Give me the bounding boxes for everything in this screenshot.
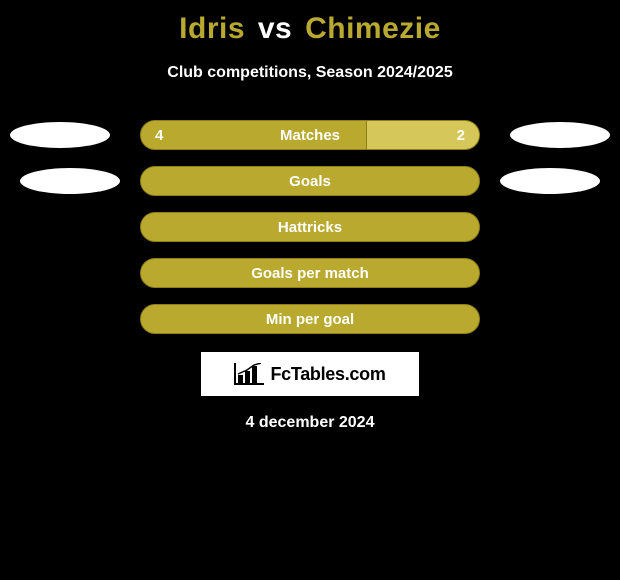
bar-goals: Goals <box>140 166 480 196</box>
stat-row-goals: Goals <box>0 166 620 196</box>
page-title: Idris vs Chimezie <box>0 12 620 46</box>
bar-hattricks: Hattricks <box>140 212 480 242</box>
bar-goals-per-match: Goals per match <box>140 258 480 288</box>
player-a-name: Idris <box>179 12 245 45</box>
bar-track: Min per goal <box>140 304 480 334</box>
subtitle: Club competitions, Season 2024/2025 <box>0 64 620 82</box>
date-line: 4 december 2024 <box>0 414 620 432</box>
logo-inner: FcTables.com <box>234 363 385 385</box>
bar-track: Goals <box>140 166 480 196</box>
bar-track: Matches42 <box>140 120 480 150</box>
stat-row-matches: Matches42 <box>0 120 620 150</box>
bar-chart-icon <box>234 363 264 385</box>
bar-value-left: 4 <box>155 121 163 149</box>
player-a-icon <box>20 168 120 194</box>
stat-row-min-per-goal: Min per goal <box>0 304 620 334</box>
player-b-icon <box>510 122 610 148</box>
bar-min-per-goal: Min per goal <box>140 304 480 334</box>
bar-matches: Matches42 <box>140 120 480 150</box>
player-b-name: Chimezie <box>305 12 441 45</box>
player-b-icon <box>500 168 600 194</box>
stat-row-goals-per-match: Goals per match <box>0 258 620 288</box>
bar-label: Goals <box>141 167 479 195</box>
bar-label: Goals per match <box>141 259 479 287</box>
comparison-infographic: Idris vs Chimezie Club competitions, Sea… <box>0 0 620 432</box>
bar-value-right: 2 <box>457 121 465 149</box>
logo-text: FcTables.com <box>270 364 385 385</box>
bar-track: Goals per match <box>140 258 480 288</box>
stat-row-hattricks: Hattricks <box>0 212 620 242</box>
player-a-icon <box>10 122 110 148</box>
bar-track: Hattricks <box>140 212 480 242</box>
bar-label: Min per goal <box>141 305 479 333</box>
title-vs: vs <box>254 12 296 45</box>
bar-label: Hattricks <box>141 213 479 241</box>
fctables-logo: FcTables.com <box>201 352 419 396</box>
stats-area: Matches42GoalsHattricksGoals per matchMi… <box>0 120 620 334</box>
